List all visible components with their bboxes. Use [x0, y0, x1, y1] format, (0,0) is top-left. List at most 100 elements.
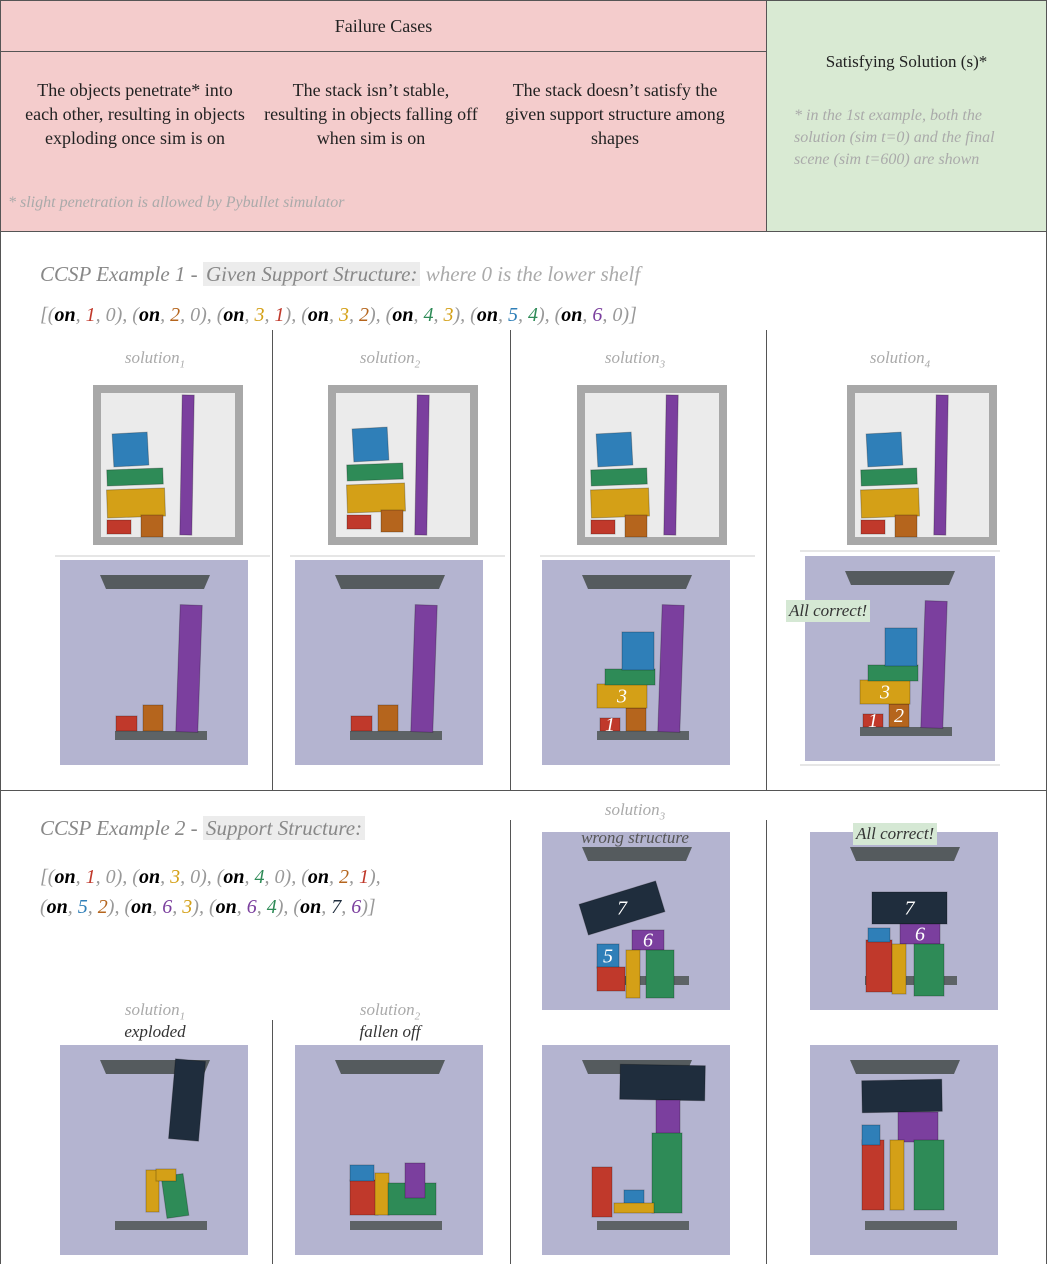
top-block [590, 487, 650, 519]
relation: (on, 6, 0)] [555, 304, 637, 326]
solution-index: 2 [414, 358, 421, 371]
block [651, 1132, 683, 1214]
top-block [351, 426, 390, 463]
separator: , [264, 866, 275, 888]
block-label: 6 [643, 930, 653, 952]
object-id: 0 [190, 866, 201, 888]
block [884, 627, 918, 667]
paren: ) [284, 304, 292, 326]
failure-title: Failure Cases [334, 16, 433, 36]
block [175, 604, 203, 733]
solution-word: solution [359, 348, 415, 367]
lower-shelf [115, 731, 207, 740]
verdict: fallen off [359, 1022, 421, 1041]
paren: ) [369, 866, 376, 888]
failure-note: * slight penetration is allowed by Pybul… [8, 194, 345, 211]
top-block [590, 467, 648, 487]
solution-label: solution1 [40, 348, 270, 370]
solution-word: solution [359, 1000, 415, 1019]
object-id: 1 [274, 304, 285, 326]
block [867, 664, 919, 682]
scene-bg [60, 1045, 248, 1255]
separator: , [544, 304, 555, 326]
separator: , [517, 304, 528, 326]
bracket: [ [40, 866, 48, 888]
block [625, 949, 641, 999]
separator: , [206, 304, 217, 326]
paren: ) [284, 866, 292, 888]
top-block [140, 514, 164, 538]
top-block [106, 467, 164, 487]
separator: , [180, 866, 191, 888]
paren: ( [216, 304, 224, 326]
block [410, 604, 438, 733]
separator: , [256, 896, 267, 918]
success-note: * in the 1st example, both the solution … [794, 107, 995, 168]
paren: ) [369, 304, 376, 326]
separator: , [321, 896, 332, 918]
paren: ) [453, 304, 461, 326]
separator: , [180, 304, 191, 326]
top-block [414, 394, 430, 536]
object-id: 0 [274, 866, 285, 888]
solution-label: solution1 [40, 1000, 270, 1022]
relation: (on, 3, 2) [301, 304, 375, 326]
relation: (on, 6, 3) [124, 896, 198, 918]
block [349, 1179, 379, 1216]
relation-name: on [54, 304, 76, 326]
top-block [865, 431, 904, 468]
block-label: 2 [894, 705, 904, 727]
top-block [106, 487, 166, 519]
block [871, 891, 948, 925]
separator: , [582, 304, 593, 326]
block [349, 1164, 375, 1182]
relation-name: on [300, 896, 322, 918]
paren: ) [115, 304, 123, 326]
block [404, 1162, 426, 1199]
block [613, 1202, 655, 1214]
paren: ) [200, 866, 207, 888]
object-id: 4 [423, 304, 434, 326]
object-id: 2 [97, 896, 108, 918]
structure-note: where 0 is the lower shelf [425, 262, 641, 286]
top-block [346, 482, 406, 514]
solution-index: 1 [179, 1010, 186, 1023]
separator: , [433, 304, 444, 326]
object-id: 0 [612, 304, 623, 326]
block-label: 7 [905, 898, 916, 920]
bracket: ] [367, 896, 376, 918]
example-title: CCSP Example 2 - Support Structure: [40, 816, 840, 841]
upper-shelf [582, 847, 692, 861]
object-id: 3 [254, 304, 265, 326]
solution-label: solution4 [785, 348, 1015, 370]
relation-name: on [307, 866, 329, 888]
object-id: 6 [351, 896, 362, 918]
separator: , [160, 304, 171, 326]
column-divider [272, 1020, 273, 1264]
relation: (on, 3, 0) [132, 866, 206, 888]
block [604, 668, 656, 686]
upper-shelf [850, 1060, 960, 1074]
column-divider [766, 820, 767, 1264]
upper-shelf [845, 571, 955, 585]
solution-index: 3 [659, 358, 666, 371]
separator: , [122, 304, 133, 326]
column-divider [510, 820, 511, 1264]
paren: ( [470, 304, 477, 326]
block [891, 943, 907, 995]
lower-shelf [860, 727, 952, 736]
object-id: 7 [331, 896, 342, 918]
block [889, 1139, 905, 1211]
paren: ( [47, 304, 55, 326]
solution-label: solution2 [275, 348, 505, 370]
separator: , [236, 896, 247, 918]
separator: , [160, 866, 171, 888]
object-id: 5 [77, 896, 88, 918]
block [859, 679, 911, 705]
separator: , [329, 304, 339, 326]
solution-word: solution [124, 348, 180, 367]
lower-shelf [597, 731, 689, 740]
relation: (on, 7, 6)] [293, 896, 375, 918]
separator: , [95, 304, 106, 326]
block [377, 704, 399, 732]
